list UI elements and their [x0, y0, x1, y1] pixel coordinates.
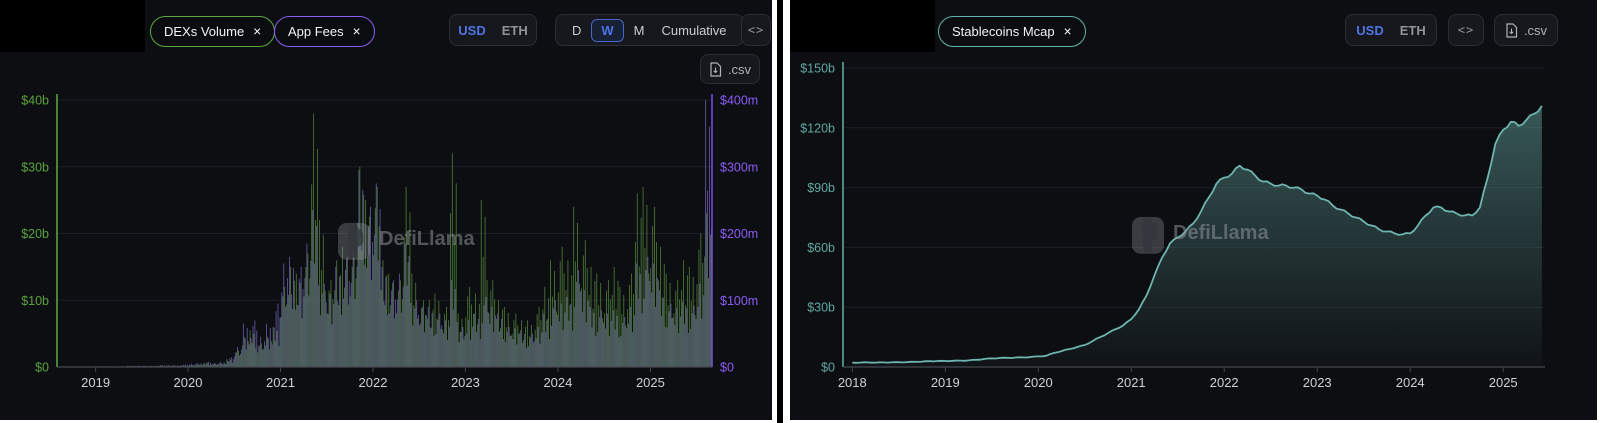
svg-text:2025: 2025	[1489, 375, 1518, 390]
stablecoins-panel: $150b $120b $90b $60b $30b $0 2018 2019 2020 2021…	[790, 0, 1597, 420]
svg-text:2024: 2024	[543, 375, 572, 390]
close-icon[interactable]: ×	[1063, 24, 1072, 39]
embed-code-button[interactable]: <>	[1448, 14, 1484, 46]
embed-code-button[interactable]: <>	[741, 14, 771, 46]
svg-text:2024: 2024	[1396, 375, 1425, 390]
interval-toggle[interactable]: D W M Cumulative	[555, 14, 744, 46]
svg-text:2020: 2020	[1024, 375, 1053, 390]
download-csv-button[interactable]: .csv	[700, 54, 760, 84]
svg-text:$400m: $400m	[720, 94, 758, 108]
svg-text:$120b: $120b	[800, 121, 835, 135]
interval-m[interactable]: M	[633, 22, 645, 38]
file-download-icon	[710, 61, 722, 77]
svg-text:2019: 2019	[81, 375, 110, 390]
interval-cumulative[interactable]: Cumulative	[661, 22, 727, 38]
svg-text:$100m: $100m	[720, 294, 758, 308]
legend-label-dexs-volume: DEXs Volume	[164, 24, 245, 39]
svg-text:2018: 2018	[838, 375, 867, 390]
svg-text:$30b: $30b	[21, 160, 49, 174]
corner-mask	[790, 0, 935, 52]
file-download-icon	[1506, 22, 1518, 38]
legend-label-stablecoins-mcap: Stablecoins Mcap	[952, 24, 1055, 39]
svg-text:$10b: $10b	[21, 294, 49, 308]
svg-text:$60b: $60b	[807, 241, 835, 255]
close-icon[interactable]: ×	[253, 24, 262, 39]
svg-text:$0: $0	[720, 361, 734, 375]
legend-pill-stablecoins-mcap[interactable]: Stablecoins Mcap ×	[938, 16, 1086, 47]
svg-text:$40b: $40b	[21, 94, 49, 108]
dexs-fees-panel: $40b $30b $20b $10b $0 $400m $300m $200m $100m $0…	[0, 0, 772, 420]
svg-text:$300m: $300m	[720, 160, 758, 174]
legend-pill-app-fees[interactable]: App Fees ×	[274, 16, 375, 47]
svg-text:$90b: $90b	[807, 181, 835, 195]
currency-toggle[interactable]: USD ETH	[449, 14, 537, 46]
download-csv-button[interactable]: .csv	[1494, 14, 1558, 46]
svg-text:$150b: $150b	[800, 62, 835, 76]
currency-toggle[interactable]: USD ETH	[1345, 14, 1437, 46]
svg-text:2023: 2023	[1303, 375, 1332, 390]
csv-label: .csv	[1523, 22, 1548, 38]
svg-text:$200m: $200m	[720, 227, 758, 241]
currency-usd[interactable]: USD	[458, 22, 486, 38]
currency-eth[interactable]: ETH	[501, 22, 528, 38]
svg-text:2020: 2020	[174, 375, 203, 390]
legend-label-app-fees: App Fees	[288, 24, 344, 39]
legend-pill-dexs-volume[interactable]: DEXs Volume ×	[150, 16, 276, 47]
code-icon: <>	[747, 23, 765, 37]
svg-text:2022: 2022	[359, 375, 388, 390]
csv-label: .csv	[727, 61, 752, 77]
corner-mask	[0, 0, 145, 52]
svg-text:2025: 2025	[636, 375, 665, 390]
svg-text:$20b: $20b	[21, 227, 49, 241]
svg-text:$0: $0	[821, 361, 835, 375]
svg-text:2022: 2022	[1210, 375, 1239, 390]
dexs-volume-app-fees-chart[interactable]: $40b $30b $20b $10b $0 $400m $300m $200m $100m $0…	[0, 0, 772, 420]
close-icon[interactable]: ×	[352, 24, 361, 39]
svg-text:2019: 2019	[931, 375, 960, 390]
svg-text:$30b: $30b	[807, 301, 835, 315]
currency-eth[interactable]: ETH	[1399, 22, 1426, 38]
currency-usd[interactable]: USD	[1356, 22, 1384, 38]
code-icon: <>	[1457, 23, 1475, 37]
interval-w[interactable]: W	[591, 18, 624, 42]
svg-text:2021: 2021	[1117, 375, 1146, 390]
panel-divider	[777, 0, 783, 423]
svg-text:2023: 2023	[451, 375, 480, 390]
interval-d[interactable]: D	[572, 22, 582, 38]
svg-text:$0: $0	[35, 361, 49, 375]
svg-text:2021: 2021	[266, 375, 295, 390]
